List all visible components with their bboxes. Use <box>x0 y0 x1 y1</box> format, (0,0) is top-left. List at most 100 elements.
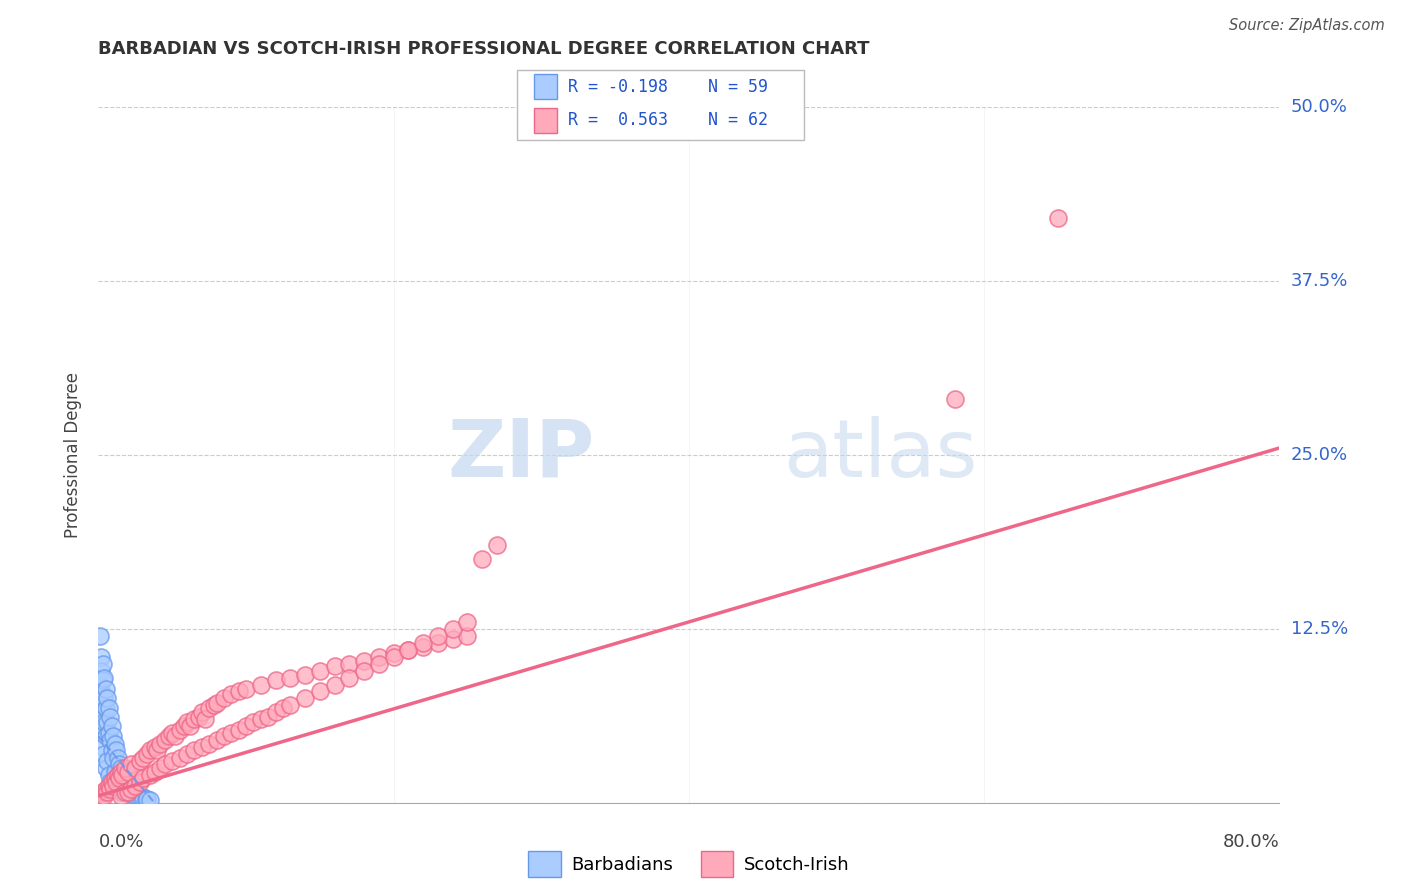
Point <box>235 719 257 733</box>
Point <box>96 691 118 706</box>
Point <box>132 751 155 765</box>
Point <box>309 664 332 678</box>
Point <box>169 751 191 765</box>
Point <box>153 733 176 747</box>
Point <box>228 684 250 698</box>
Point <box>353 664 375 678</box>
Point <box>427 629 450 643</box>
Point <box>97 768 120 782</box>
Text: ZIP: ZIP <box>447 416 595 494</box>
Point <box>179 719 201 733</box>
Point <box>114 761 136 775</box>
Point <box>176 715 198 730</box>
Point <box>943 392 966 407</box>
Point <box>90 664 112 678</box>
Point <box>110 789 132 803</box>
Point <box>120 785 142 799</box>
Point <box>93 691 115 706</box>
Text: 25.0%: 25.0% <box>1291 446 1348 464</box>
Point <box>382 646 405 660</box>
Point <box>146 743 169 757</box>
Point <box>441 622 464 636</box>
Point <box>94 781 117 796</box>
Point <box>219 726 242 740</box>
Point <box>486 538 509 552</box>
Point <box>117 765 139 780</box>
Point <box>427 636 450 650</box>
Point <box>212 691 235 706</box>
Point <box>91 698 114 713</box>
Text: R = -0.198    N = 59: R = -0.198 N = 59 <box>568 78 768 96</box>
Point <box>337 671 360 685</box>
Text: R =  0.563    N = 62: R = 0.563 N = 62 <box>568 112 768 129</box>
Point <box>382 649 405 664</box>
Point <box>107 768 129 782</box>
Point <box>110 765 132 780</box>
Point <box>264 706 287 720</box>
Point <box>212 729 235 743</box>
Point <box>104 771 127 785</box>
Point <box>91 673 114 688</box>
Point <box>149 761 172 775</box>
Point <box>228 723 250 738</box>
Point <box>205 733 228 747</box>
Point <box>202 698 225 713</box>
Point <box>353 654 375 668</box>
Point <box>257 709 280 723</box>
Point <box>127 789 149 803</box>
Point <box>396 642 419 657</box>
Point <box>157 729 180 743</box>
Point <box>90 684 112 698</box>
Point <box>103 781 125 796</box>
Point <box>121 788 143 802</box>
Point <box>337 657 360 671</box>
Text: atlas: atlas <box>783 416 977 494</box>
Point <box>94 701 117 715</box>
Point <box>191 740 214 755</box>
Point <box>112 771 135 785</box>
Point <box>139 768 162 782</box>
Text: 80.0%: 80.0% <box>1223 833 1279 851</box>
Point <box>108 771 131 785</box>
Point <box>165 729 187 743</box>
Point <box>90 726 112 740</box>
Point <box>323 659 346 673</box>
Point <box>153 756 176 771</box>
Point <box>94 761 117 775</box>
Point <box>441 632 464 646</box>
Point <box>98 781 121 796</box>
Point <box>139 743 162 757</box>
Point <box>105 771 128 785</box>
Point <box>412 636 434 650</box>
Point <box>396 642 419 657</box>
Point <box>91 657 114 671</box>
Point <box>89 677 111 691</box>
Point <box>97 726 120 740</box>
Point <box>100 719 122 733</box>
Point <box>120 756 142 771</box>
Y-axis label: Professional Degree: Professional Degree <box>65 372 83 538</box>
Point <box>278 698 302 713</box>
Point <box>128 754 150 768</box>
Point <box>205 696 228 710</box>
Point <box>103 729 125 743</box>
Point <box>132 790 155 805</box>
Point <box>90 706 112 720</box>
Point <box>143 740 166 755</box>
Point <box>183 712 205 726</box>
Point <box>103 779 125 793</box>
Point <box>105 743 128 757</box>
Point <box>162 726 183 740</box>
Point <box>198 701 221 715</box>
Point <box>132 771 155 785</box>
Point <box>91 719 114 733</box>
Legend: Barbadians, Scotch-Irish: Barbadians, Scotch-Irish <box>522 844 856 884</box>
Point <box>89 629 111 643</box>
Point <box>118 785 141 799</box>
Point <box>309 684 332 698</box>
Point <box>294 667 316 681</box>
Point <box>114 775 136 789</box>
Point <box>136 747 159 761</box>
Point <box>107 779 129 793</box>
Point <box>294 691 316 706</box>
